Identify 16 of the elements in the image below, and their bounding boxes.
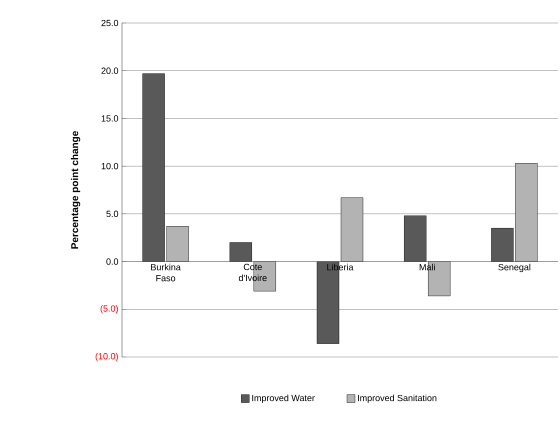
y-tick-label: 5.0 [106,210,118,218]
y-tick-label: 0.0 [106,258,118,265]
bar [230,242,252,262]
y-tick-label: 15.0 [102,115,118,122]
x-tick-label: Senegal [498,264,530,272]
legend-label: Improved Sanitation [358,394,436,403]
legend-label: Improved Water [252,394,315,403]
y-tick-label: (5.0) [100,305,118,314]
y-tick-label: 20.0 [101,68,118,74]
y-axis-title: Percentage point change [70,131,80,249]
bar [340,197,364,262]
bar [404,216,426,262]
x-tick-label: Burkina Faso [151,264,181,282]
y-tick-label: (10.0) [96,352,118,362]
y-tick-label: 25.0 [101,20,118,26]
y-tick-label: 10.0 [102,162,118,170]
